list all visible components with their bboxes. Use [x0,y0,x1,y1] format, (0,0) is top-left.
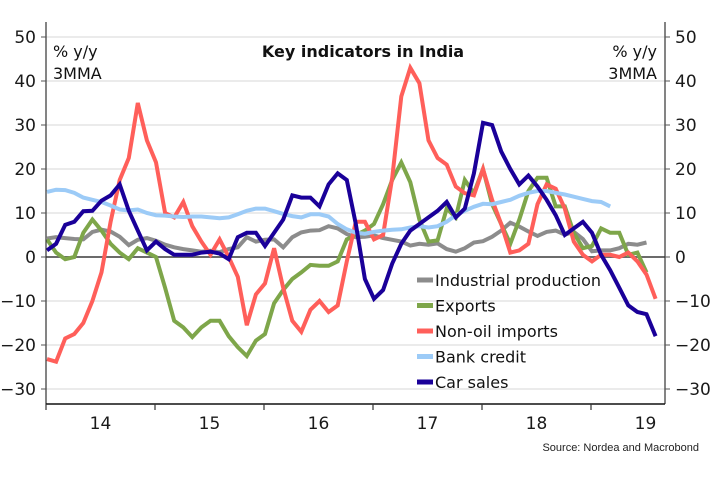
legend-label-car-sales: Car sales [435,373,508,392]
legend-label-exports: Exports [435,297,496,316]
x-tick-label: 16 [308,414,330,434]
series-line-car-sales [45,120,658,337]
series-group [45,62,658,365]
y-tick-label-left: 10 [14,204,36,224]
legend-label-bank-credit: Bank credit [435,348,526,367]
left-unit-line2: 3MMA [53,64,102,83]
left-y-ticks: 50 40 30 20 10 0 −10 −20 −30 [0,28,46,400]
right-unit-line1: % y/y [612,42,657,61]
legend-swatch-non-oil-imports [417,328,433,334]
right-y-ticks: 50 40 30 20 10 0 −10 −20 −30 [665,28,711,400]
x-tick-label: 15 [199,414,221,434]
y-tick-label-right: −30 [675,380,711,400]
x-tick-label: 18 [526,414,548,434]
y-tick-label-right: 0 [675,248,686,268]
x-tick-label: 19 [635,414,657,434]
y-tick-label-left: −30 [0,380,36,400]
series-line-industrial-production [46,220,647,255]
y-tick-label-left: 40 [14,72,36,92]
legend: Industrial production Exports Non-oil impo… [417,271,601,392]
y-tick-label-left: −10 [0,292,36,312]
y-tick-label-left: 0 [25,248,36,268]
y-tick-label-left: 50 [14,28,36,48]
x-tick-label: 14 [90,414,112,434]
legend-swatch-industrial-production [417,277,433,283]
y-tick-label-left: 20 [14,160,36,180]
y-tick-label-left: −20 [0,336,36,356]
y-tick-label-right: 20 [675,160,697,180]
legend-label-non-oil-imports: Non-oil imports [435,322,558,341]
series-line-bank-credit [46,187,612,236]
left-unit-line1: % y/y [53,42,98,61]
chart-title: Key indicators in India [262,42,464,61]
y-tick-label-right: 40 [675,72,697,92]
y-tick-label-right: 30 [675,116,697,136]
x-tick-label: 17 [417,414,439,434]
y-tick-label-right: 50 [675,28,697,48]
legend-swatch-exports [417,303,433,308]
y-tick-label-right: −10 [675,292,711,312]
x-ticks: 14 15 16 17 18 19 [45,404,657,434]
series-line-non-oil-imports [46,62,658,365]
legend-swatch-bank-credit [417,354,433,359]
y-tick-label-right: 10 [675,204,697,224]
y-tick-label-right: −20 [675,336,711,356]
legend-label-industrial-production: Industrial production [435,271,601,290]
right-unit-line2: 3MMA [608,64,657,83]
source-note: Source: Nordea and Macrobond [542,442,699,454]
legend-swatch-car-sales [417,379,433,385]
y-tick-label-left: 30 [14,116,36,136]
